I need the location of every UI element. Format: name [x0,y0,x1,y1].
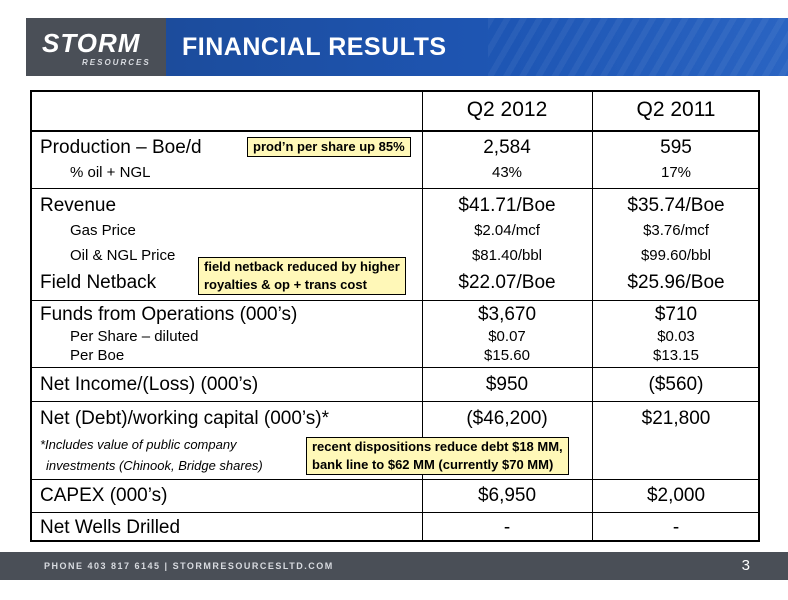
row-label-oil-ngl-pct: % oil + NGL [70,164,151,181]
storm-logo: STORM RESOURCES [26,18,166,76]
row-label-per-share-diluted: Per Share – diluted [70,328,199,345]
footer-contact: PHONE 403 817 6145 | STORMRESOURCESLTD.C… [44,561,334,571]
row-divider [32,188,758,189]
callout-netback-line-1: field netback reduced by higher [204,259,400,274]
footnote-line-2: investments (Chinook, Bridge shares) [46,458,263,473]
oil-ngl-price-q2-2012: $81.40/bbl [471,247,543,264]
per-boe-q2-2011: $13.15 [653,347,699,364]
logo-subtitle: RESOURCES [82,58,151,67]
row-label-gas-price: Gas Price [70,222,136,239]
logo-wordmark: STORM [42,28,141,58]
slide-header: STORM RESOURCES FINANCIAL RESULTS [0,0,788,80]
oil-ngl-pct-q2-2012: 43% [491,164,523,181]
column-divider [422,92,423,540]
row-label-field-netback: Field Netback [40,272,157,293]
oil-ngl-pct-q2-2011: 17% [660,164,692,181]
callout-netback-line-2: royalties & op + trans cost [204,277,367,292]
net-debt-q2-2011: $21,800 [641,408,711,429]
row-label-oil-ngl-price: Oil & NGL Price [70,247,176,264]
row-divider [32,367,758,368]
page-title: FINANCIAL RESULTS [182,33,447,61]
row-label-funds-from-operations: Funds from Operations (000’s) [40,304,298,325]
column-header-q2-2012: Q2 2012 [466,98,548,121]
row-label-production: Production – Boe/d [40,137,202,158]
row-label-net-income: Net Income/(Loss) (000’s) [40,374,259,395]
row-divider [32,512,758,513]
row-label-net-debt: Net (Debt)/working capital (000’s)* [40,408,329,429]
per-share-q2-2011: $0.03 [657,328,695,345]
page-number: 3 [741,557,750,574]
title-banner: FINANCIAL RESULTS [166,18,788,76]
footnote-line-1: *Includes value of public company [40,437,237,452]
gas-price-q2-2012: $2.04/mcf [474,222,540,239]
per-boe-q2-2012: $15.60 [484,347,530,364]
production-q2-2011: 595 [660,137,692,158]
oil-ngl-price-q2-2011: $99.60/bbl [640,247,712,264]
slide-footer: PHONE 403 817 6145 | STORMRESOURCESLTD.C… [0,552,788,580]
net-income-q2-2011: ($560) [648,374,704,395]
row-divider [32,479,758,480]
revenue-q2-2012: $41.71/Boe [458,195,556,216]
field-netback-q2-2012: $22.07/Boe [458,272,556,293]
callout-production-text: prod’n per share up 85% [253,139,405,154]
row-label-net-wells-drilled: Net Wells Drilled [40,517,181,538]
net-wells-q2-2012: - [503,517,511,538]
capex-q2-2011: $2,000 [646,485,706,506]
callout-netback-note: field netback reduced by higher royaltie… [198,257,406,295]
callout-debt-line-2: bank line to $62 MM (currently $70 MM) [312,457,554,472]
per-share-q2-2012: $0.07 [488,328,526,345]
row-label-revenue: Revenue [40,195,117,216]
financial-results-table: Q2 2012 Q2 2011 Production – Boe/d 2,584… [30,90,760,542]
gas-price-q2-2011: $3.76/mcf [643,222,709,239]
net-wells-q2-2011: - [672,517,680,538]
row-divider [32,401,758,402]
row-divider [32,130,758,132]
callout-debt-note: recent dispositions reduce debt $18 MM, … [306,437,569,475]
callout-production-note: prod’n per share up 85% [247,137,411,157]
capex-q2-2012: $6,950 [477,485,537,506]
row-label-per-boe: Per Boe [70,347,125,364]
revenue-q2-2011: $35.74/Boe [627,195,725,216]
row-divider [32,300,758,301]
row-label-capex: CAPEX (000’s) [40,485,168,506]
ffo-q2-2011: $710 [654,304,698,325]
net-income-q2-2012: $950 [485,374,529,395]
ffo-q2-2012: $3,670 [477,304,537,325]
field-netback-q2-2011: $25.96/Boe [627,272,725,293]
column-header-q2-2011: Q2 2011 [636,98,716,121]
column-divider [592,92,593,540]
production-q2-2012: 2,584 [483,137,531,158]
callout-debt-line-1: recent dispositions reduce debt $18 MM, [312,439,563,454]
net-debt-q2-2012: ($46,200) [466,408,548,429]
